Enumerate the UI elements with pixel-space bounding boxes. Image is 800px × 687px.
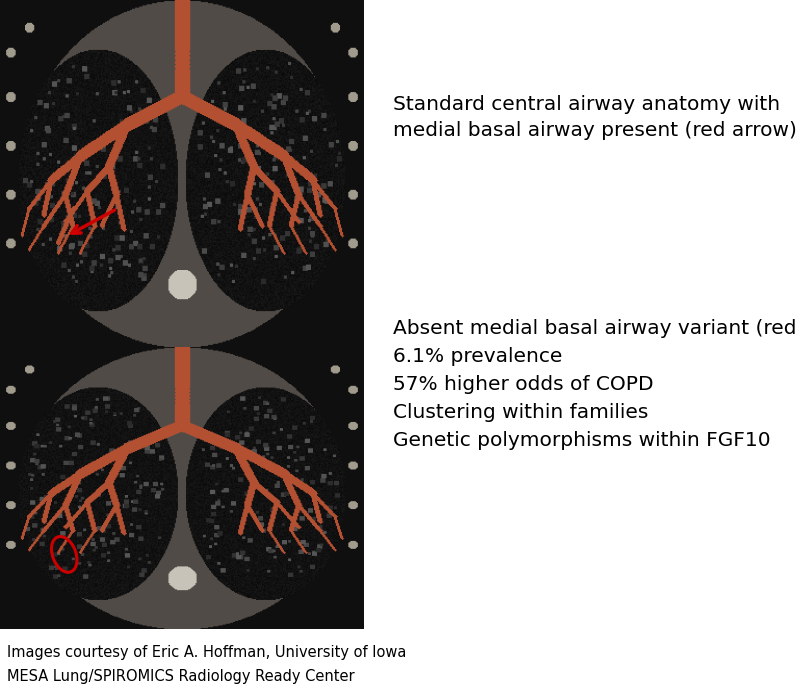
Text: Absent medial basal airway variant (red circle)
6.1% prevalence
57% higher odds : Absent medial basal airway variant (red … [393, 319, 800, 450]
Text: Images courtesy of Eric A. Hoffman, University of Iowa: Images courtesy of Eric A. Hoffman, Univ… [7, 645, 406, 660]
Text: Standard central airway anatomy with
medial basal airway present (red arrow): Standard central airway anatomy with med… [393, 95, 797, 140]
Text: MESA Lung/SPIROMICS Radiology Ready Center: MESA Lung/SPIROMICS Radiology Ready Cent… [7, 669, 355, 684]
